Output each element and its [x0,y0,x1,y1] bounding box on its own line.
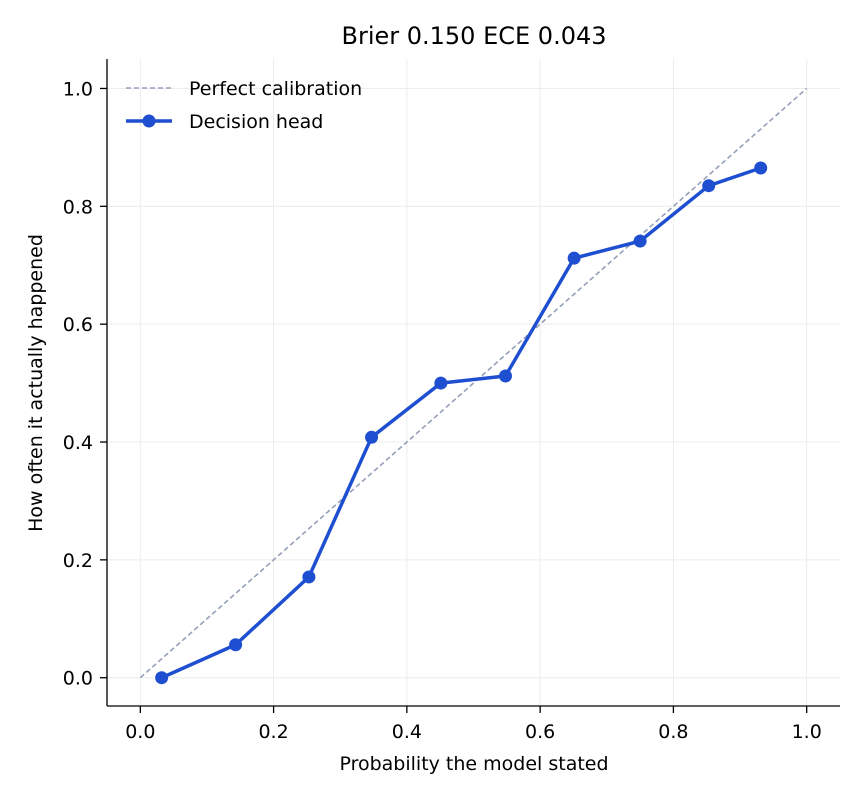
x-tick-label: 0.8 [658,721,688,743]
data-point-decision-head [498,369,512,383]
y-tick-label: 0.2 [63,550,93,572]
data-point-decision-head [567,251,581,265]
y-axis-label: How often it actually happened [25,234,47,532]
data-point-decision-head [302,570,316,584]
x-tick-label: 0.0 [125,721,155,743]
y-tick-label: 0.8 [63,196,93,218]
y-tick-label: 1.0 [63,78,93,100]
grid [107,59,840,706]
series-layer [139,87,808,685]
data-point-decision-head [633,234,647,248]
chart-title: Brier 0.150 ECE 0.043 [341,22,606,50]
x-tick-label: 0.6 [525,721,555,743]
y-axis-ticks: 0.0 0.2 0.4 0.6 0.8 1.0 [63,78,107,690]
data-point-decision-head [229,638,243,652]
legend-marker-decision-head [142,114,156,128]
series-line-perfect-calibration [139,87,808,679]
series-line-decision-head [160,166,762,680]
data-point-decision-head [702,179,716,193]
x-tick-label: 0.2 [258,721,288,743]
y-tick-label: 0.6 [63,314,93,336]
data-point-decision-head [155,671,169,685]
x-axis-ticks: 0.0 0.2 0.4 0.6 0.8 1.0 [125,706,822,743]
data-point-decision-head [434,376,448,390]
legend-label-decision-head: Decision head [189,111,323,133]
y-tick-label: 0.0 [63,668,93,690]
data-point-decision-head [754,161,768,175]
y-tick-label: 0.4 [63,432,93,454]
x-tick-label: 1.0 [792,721,822,743]
x-axis-label: Probability the model stated [339,753,608,775]
axes-spines [106,59,840,707]
data-point-decision-head [365,430,379,444]
legend-label-perfect-calibration: Perfect calibration [189,78,362,100]
x-tick-label: 0.4 [392,721,422,743]
legend: Perfect calibration Decision head [126,78,362,133]
